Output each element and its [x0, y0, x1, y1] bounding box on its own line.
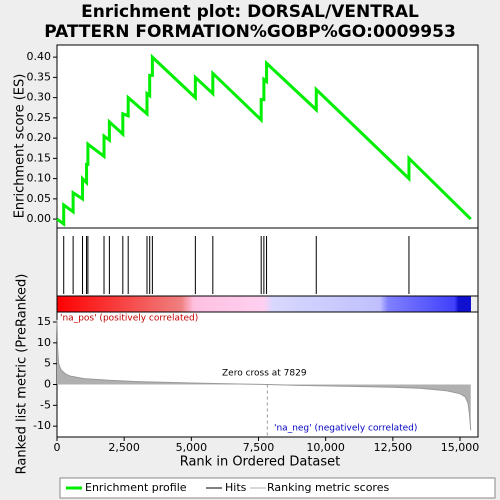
y-tick-label: 0.25	[27, 111, 52, 124]
y-tick-label: 0	[44, 378, 51, 391]
legend	[59, 477, 496, 499]
y-tick-label: 10	[37, 336, 51, 349]
annotation: Zero cross at 7829	[222, 369, 307, 379]
y-tick-label: 0.35	[27, 70, 52, 83]
y-tick-label: -5	[40, 398, 51, 411]
y-tick-label: 15	[37, 315, 51, 328]
x-tick-label: 12,500	[374, 441, 413, 454]
legend-label: Ranking metric scores	[267, 481, 389, 494]
y-tick-label: -10	[33, 419, 51, 432]
color-bar	[57, 296, 471, 312]
y-tick-label: 0.40	[27, 50, 52, 63]
y-tick-label: 0.05	[27, 192, 52, 205]
x-tick-label: 0	[54, 441, 61, 454]
y-axis-label: Ranked list metric (PreRanked)	[15, 274, 30, 475]
y-tick-label: 0.15	[27, 151, 52, 164]
y-tick-label: 0.20	[27, 131, 52, 144]
y-tick-label: 0.10	[27, 172, 52, 185]
legend-label: Hits	[225, 481, 247, 494]
annotation: 'na_neg' (negatively correlated)	[274, 424, 417, 434]
chart-title: Enrichment plot: DORSAL/VENTRAL PATTERN F…	[44, 2, 456, 42]
x-tick-label: 5,000	[176, 441, 208, 454]
legend-label: Enrichment profile	[85, 481, 187, 494]
x-tick-label: 7,500	[243, 441, 275, 454]
metric-line	[56, 319, 472, 431]
y-tick-label: 0.30	[27, 91, 52, 104]
x-axis-label: Rank in Ordered Dataset	[180, 455, 341, 470]
y-tick-label: 5	[44, 357, 51, 370]
annotation: 'na_pos' (positively correlated)	[60, 314, 198, 324]
x-tick-label: 15,000	[441, 441, 480, 454]
y-tick-label: 0.00	[27, 212, 52, 225]
hits-panel	[56, 227, 479, 297]
es-line	[56, 53, 472, 227]
y-axis-label: Enrichment score (ES)	[13, 74, 28, 219]
x-tick-label: 10,000	[306, 441, 345, 454]
x-tick-label: 2,500	[108, 441, 140, 454]
